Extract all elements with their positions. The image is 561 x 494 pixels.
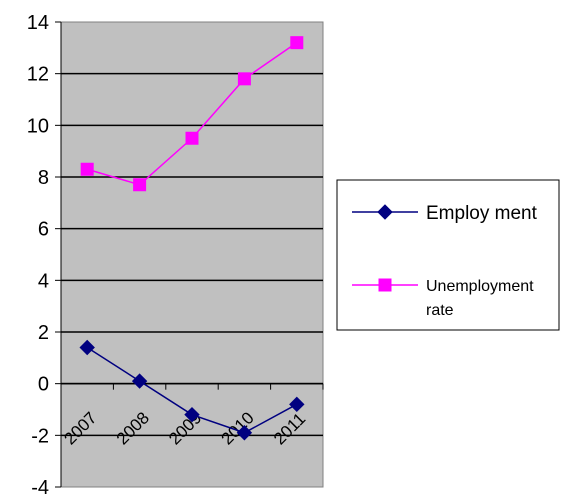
legend-item: Unemployment rate: [352, 278, 534, 319]
data-point-marker: [133, 178, 147, 192]
data-point-marker: [236, 425, 253, 441]
series: [79, 339, 305, 441]
data-point-marker: [290, 36, 304, 50]
y-tick-label: 10: [27, 115, 49, 137]
legend: Employ ment Unemployment rate: [336, 179, 560, 331]
legend-item: Employ ment: [352, 203, 538, 224]
data-point-marker: [184, 406, 200, 423]
y-axis: -4 -2 0 2 4 6 8 10 12 14: [27, 12, 62, 494]
y-tick-label: -2: [31, 425, 49, 447]
y-tick-label: 0: [38, 374, 49, 396]
legend-label: Employ ment: [426, 203, 538, 224]
y-tick-label: 14: [27, 12, 49, 34]
y-tick-label: 2: [38, 322, 49, 344]
data-point-marker: [185, 131, 199, 145]
data-point-marker: [378, 278, 392, 292]
data-point-marker: [131, 373, 148, 389]
y-tick-label: 8: [38, 167, 49, 189]
y-tick-label: 4: [38, 270, 49, 292]
y-tick-label: 12: [27, 64, 49, 86]
data-point-marker: [289, 396, 305, 413]
data-point-marker: [80, 162, 94, 176]
data-point-marker: [237, 72, 251, 86]
y-tick-label: -4: [31, 477, 49, 494]
y-tick-label: 6: [38, 219, 49, 241]
series: [80, 36, 304, 192]
legend-box: [336, 179, 560, 331]
series-group: [79, 36, 305, 441]
data-point-marker: [377, 204, 393, 220]
data-point-marker: [79, 339, 95, 356]
legend-label: Unemployment rate: [426, 278, 534, 319]
